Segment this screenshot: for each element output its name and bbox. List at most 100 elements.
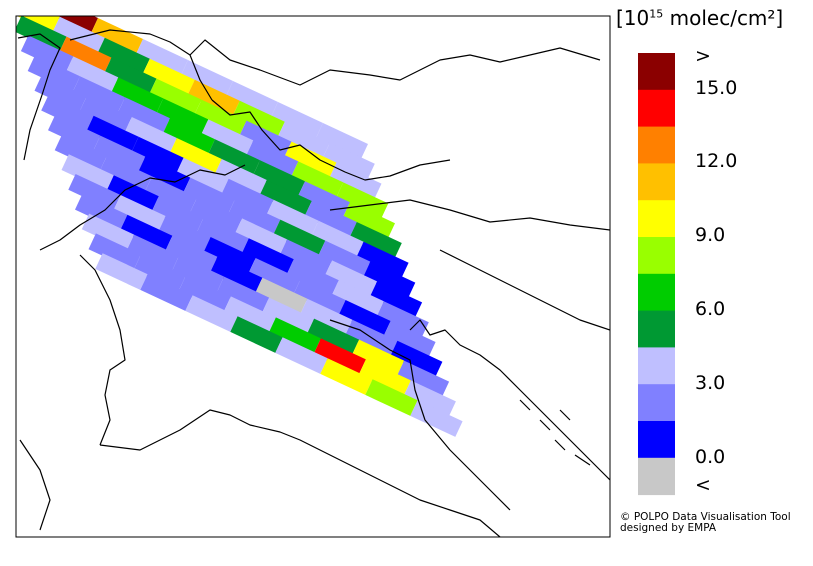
swath-pixel	[65, 56, 119, 94]
swath-pixel	[351, 339, 405, 377]
swath-pixel	[93, 135, 146, 173]
swath-pixel	[200, 119, 254, 157]
swath-pixel	[232, 100, 285, 138]
colorbar-swatch	[638, 273, 675, 312]
swath-pixel	[158, 216, 211, 253]
swath-pixel	[230, 316, 283, 353]
swath-pixel	[221, 178, 274, 216]
swath-pixel	[403, 380, 456, 418]
swath-pixel	[124, 117, 177, 154]
swath-pixel	[275, 337, 328, 374]
credit-text: © POLPO Data Visualisation Tool designed…	[620, 512, 791, 534]
swath-pixel	[189, 197, 243, 235]
swath-pixel	[113, 195, 166, 232]
swath-pixel	[138, 156, 191, 194]
colorbar-swatch	[638, 421, 675, 459]
swath-pixel	[261, 297, 315, 335]
swath-pixel	[59, 36, 112, 74]
swath-pixel	[304, 201, 357, 238]
swath-pixel	[315, 123, 368, 160]
map-content	[1, 0, 610, 537]
border-germany-austria	[189, 39, 601, 86]
istria-coast	[409, 319, 610, 481]
map-frame	[15, 15, 611, 538]
swath-pixel	[106, 175, 159, 212]
swath-pixel	[1, 0, 53, 13]
swath-pixel	[41, 94, 94, 132]
swath-pixel	[110, 77, 164, 115]
swath-pixel	[313, 338, 366, 376]
swath-pixel	[300, 298, 353, 336]
swath-pixel	[234, 218, 288, 256]
colorbar-swatch	[638, 89, 675, 128]
adriatic-coast	[329, 319, 511, 511]
swath-pixel	[104, 57, 157, 95]
swath-pixel	[279, 239, 333, 277]
swath-pixel	[322, 142, 375, 180]
colorbar-swatch	[638, 347, 675, 385]
swath-pixel	[20, 35, 74, 73]
swath-pixel	[290, 161, 344, 199]
swath-pixel	[241, 238, 294, 275]
swath-pixel	[176, 157, 229, 195]
swath-pixel	[396, 360, 450, 398]
croatia-islands	[519, 399, 591, 466]
colorbar-label: 6.0	[695, 298, 726, 320]
colorbar-label: 3.0	[695, 372, 726, 394]
swath-pixel	[356, 241, 409, 279]
swath-pixel	[306, 318, 360, 356]
swath-pixel	[34, 75, 87, 112]
swath-pixel	[245, 140, 299, 178]
border-switzerland-south	[39, 164, 246, 251]
swath-pixel	[324, 260, 378, 298]
swath-pixel	[338, 300, 391, 337]
colorbar-swatch	[638, 457, 675, 496]
swath-pixel	[369, 281, 423, 319]
credit-line-2: designed by EMPA	[620, 522, 717, 534]
swath-pixel	[216, 276, 270, 314]
colorbar-swatch	[638, 310, 675, 348]
swath-pixel	[180, 60, 233, 97]
border-austria-slovenia	[329, 199, 610, 231]
swath-pixel	[52, 16, 105, 54]
swath-pixel	[365, 379, 418, 416]
italy-coastline	[99, 409, 501, 537]
swath-pixel	[266, 199, 319, 237]
swath-pixel	[151, 196, 204, 233]
swath-pixel	[88, 233, 141, 271]
swath-pixel	[27, 55, 80, 92]
border-italy-france	[79, 254, 126, 446]
corsica-coast	[19, 439, 51, 531]
swath-pixel	[90, 18, 143, 55]
colorbar-swatch	[638, 200, 675, 238]
swath-pixel	[268, 317, 321, 355]
colorbar	[638, 53, 675, 496]
colorbar-swatch	[638, 163, 675, 201]
colorbar-label: <	[695, 474, 711, 496]
swath-pixel	[349, 222, 402, 259]
swath-pixel	[214, 159, 267, 196]
swath-pixel	[252, 160, 305, 197]
colorbar-label: >	[695, 45, 711, 67]
swath-pixel	[383, 321, 436, 358]
swath-pixel	[329, 162, 382, 200]
colorbar-swatch	[638, 237, 675, 275]
swath-pixel	[196, 217, 249, 254]
swath-pixel	[331, 280, 384, 317]
border-austria-italy	[211, 99, 451, 181]
swath-pixel	[335, 182, 389, 220]
swath-pixel	[358, 359, 411, 397]
swath-pixel	[187, 79, 240, 117]
colorbar-label: 15.0	[695, 77, 738, 99]
swath-pixel	[248, 258, 301, 295]
swath-pixel	[410, 400, 463, 437]
swath-pixel	[228, 198, 281, 236]
swath-pixel	[131, 136, 184, 174]
swath-pixel	[171, 255, 225, 293]
swath-pixel	[126, 234, 180, 272]
swath-pixel	[286, 259, 339, 296]
swath-pixel	[183, 177, 236, 215]
swath-pixel	[72, 76, 125, 113]
swath-pixel	[194, 99, 247, 137]
swath-pixel	[318, 240, 371, 278]
